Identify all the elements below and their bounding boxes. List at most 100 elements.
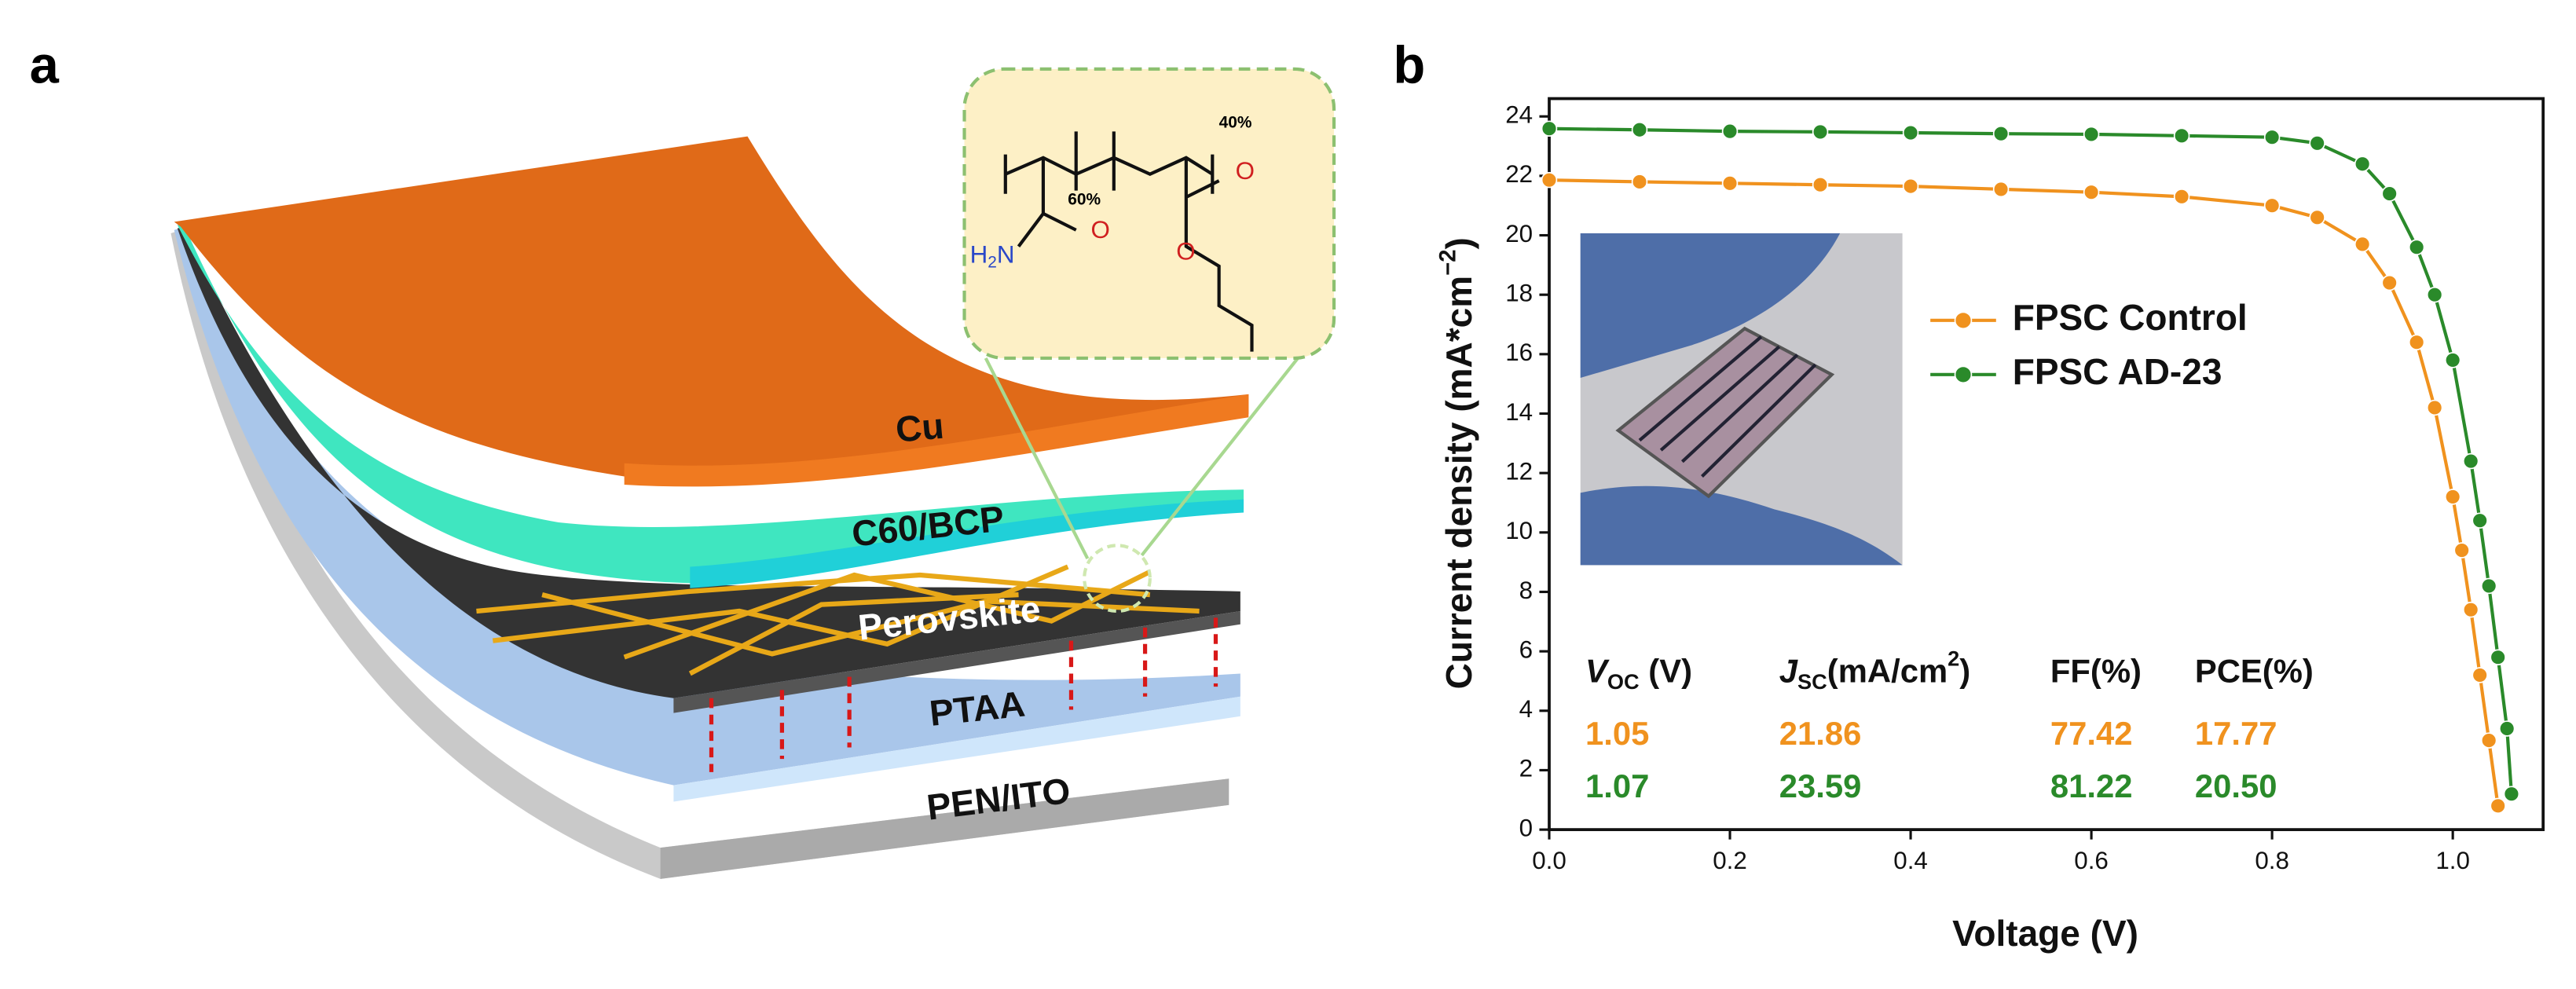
cu-sheet (174, 136, 1249, 481)
inset-box (962, 67, 1336, 361)
atom: N (997, 241, 1015, 269)
data-point (2381, 274, 2398, 291)
data-point (1541, 171, 1558, 189)
data-point (1992, 125, 2010, 142)
side-chains (1017, 157, 1254, 352)
data-point (2472, 667, 2488, 683)
data-point (2381, 185, 2398, 202)
data-point (2472, 512, 2488, 529)
layer-label: C60/BCP (850, 498, 1006, 555)
data-point (2354, 236, 2371, 253)
data-point (2498, 720, 2516, 737)
device-line (1680, 353, 1799, 463)
table-header-part: V (1585, 652, 1610, 689)
device-line (1659, 345, 1781, 452)
backbone (1003, 131, 1215, 194)
y-label-sup: −2 (1435, 249, 1460, 275)
series-line (1548, 178, 2500, 807)
plot-frame (1548, 97, 2545, 831)
legend-label: FPSC AD-23 (2013, 351, 2222, 392)
x-tick-label: 0.6 (2074, 847, 2109, 874)
c60-sheet (177, 225, 1244, 584)
glove (1580, 485, 1903, 566)
data-point (2490, 797, 2506, 815)
table-header-part: (V) (1640, 652, 1692, 689)
pen-ito-edge (660, 778, 1229, 879)
x-axis-label: Voltage (V) (1952, 913, 2138, 954)
data-point (2503, 786, 2520, 802)
table-header-part: J (1779, 652, 1798, 689)
layer-label: PTAA (928, 683, 1028, 733)
nanowire (541, 592, 1200, 657)
data-point (1812, 176, 1829, 193)
data-point (2462, 452, 2479, 470)
ratio: 60% (1068, 191, 1101, 209)
table-header: PCE(%) (2195, 652, 2314, 689)
data-point (2309, 135, 2325, 152)
oxygen: O (1091, 216, 1110, 244)
x-tick-label: 0.2 (1713, 847, 1747, 874)
data-point (1631, 174, 1648, 190)
data-point (2083, 126, 2100, 143)
structure (1003, 131, 1254, 352)
data-point (1541, 120, 1558, 137)
ptaa-edge (673, 696, 1240, 802)
data-point (2444, 352, 2461, 368)
table-cell: 1.05 (1585, 715, 1649, 752)
layer-label: Cu (894, 405, 946, 450)
pen-ito-sheet (170, 229, 1229, 879)
ptaa-sheet (174, 226, 1240, 786)
y-tick-label: 12 (1505, 457, 1533, 485)
crosslinks (709, 617, 1218, 772)
table-cell: 17.77 (2195, 715, 2277, 752)
data-point (2309, 209, 2325, 226)
data-point (1902, 178, 1919, 195)
y-tick-label: 18 (1505, 279, 1533, 306)
data-point (2480, 732, 2497, 749)
oxygen: O (1236, 157, 1255, 185)
perovskite-edge (673, 610, 1240, 713)
table-header: VOC (V) (1585, 652, 1692, 694)
atom: H (970, 241, 988, 269)
table-header-part: PCE(%) (2195, 652, 2314, 689)
data-point (2490, 649, 2506, 665)
table-cell: 1.07 (1585, 767, 1649, 804)
y-label-text: Current density (mA*cm (1438, 276, 1479, 690)
table-header: FF(%) (2050, 652, 2142, 689)
data-point (2263, 129, 2281, 145)
data-point (2426, 286, 2443, 303)
y-tick-label: 16 (1505, 339, 1533, 366)
oxygen: O (1176, 237, 1195, 265)
table-cell: 23.59 (1779, 767, 1862, 804)
data-point (2453, 542, 2470, 559)
perovskite-sheet (177, 226, 1240, 698)
legend-marker (1954, 311, 1973, 330)
c60-edge (690, 499, 1244, 588)
data-point (2462, 601, 2479, 618)
legend-marker (1954, 365, 1973, 384)
layer-stack: Cu C60/BCP Perovskite PTAA PEN/ITO (170, 136, 1299, 879)
zoom-circle (1083, 544, 1152, 614)
x-tick-label: 0.4 (1893, 847, 1928, 874)
y-tick-label: 24 (1505, 101, 1533, 128)
y-tick-label: 14 (1505, 398, 1533, 426)
data-point (2408, 334, 2425, 350)
table-cell: 81.22 (2050, 767, 2133, 804)
data-point (1631, 121, 1648, 138)
y-tick-label: 20 (1505, 220, 1533, 247)
y-tick-label: 22 (1505, 160, 1533, 188)
nanowire (688, 592, 1019, 676)
amine: H2N (970, 241, 1015, 272)
y-tick-label: 4 (1519, 695, 1533, 723)
y-tick-label: 2 (1519, 755, 1533, 782)
table-header-part: OC (1607, 669, 1640, 694)
glove (1580, 233, 1841, 379)
y-tick-label: 6 (1519, 636, 1533, 663)
ratio: 40% (1219, 113, 1252, 131)
data-point (2263, 197, 2281, 214)
data-point (1902, 124, 1919, 141)
panel-letter: b (1393, 36, 1425, 95)
data-point (1721, 123, 1739, 140)
legend-label: FPSC Control (2013, 297, 2248, 338)
